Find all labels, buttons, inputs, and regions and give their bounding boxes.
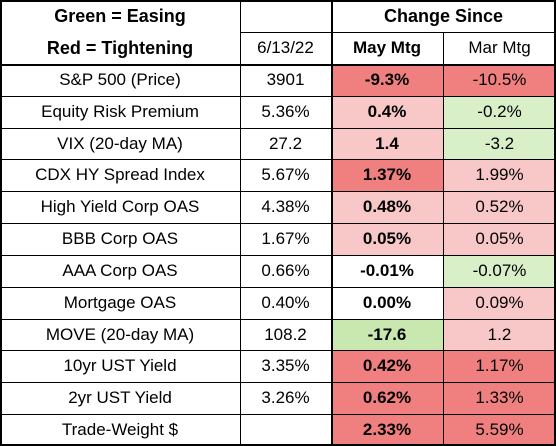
grid-hline (0, 223, 556, 224)
row-value: 0.66% (261, 260, 310, 280)
row-value (240, 414, 331, 446)
may-mtg-header: May Mtg (353, 38, 421, 57)
row-label: Mortgage OAS (63, 292, 177, 312)
row-value: 1.67% (261, 229, 310, 249)
row-label: BBB Corp OAS (61, 229, 179, 249)
row-label: CDX HY Spread Index (35, 165, 205, 185)
row-label: High Yield Corp OAS (40, 197, 200, 217)
row-label: Equity Risk Premium (41, 101, 199, 121)
row-mar-change: 0.09% (443, 286, 556, 319)
legend-green: Green = Easing (54, 5, 186, 26)
grid-hline (0, 382, 556, 383)
grid-vline (331, 0, 333, 446)
grid-hline (0, 287, 556, 288)
row-value: 3.35% (261, 356, 310, 376)
row-value: 5.67% (261, 165, 310, 185)
row-label: MOVE (20-day MA) (45, 324, 195, 344)
row-may-change: 0.05% (331, 223, 443, 255)
row-value: 3901 (266, 69, 305, 89)
grid-hline (0, 64, 556, 66)
grid-vline (443, 32, 444, 446)
row-mar-change: 1.2 (443, 318, 556, 351)
grid-vline (0, 0, 2, 446)
row-may-change: 0.42% (331, 350, 443, 383)
row-mar-change: -0.07% (443, 254, 556, 287)
row-may-change: 1.37% (331, 159, 443, 192)
grid-hline (0, 128, 556, 129)
row-mar-change: 1.17% (443, 350, 556, 383)
grid-vline (240, 0, 241, 446)
change-since-header: Change Since (383, 5, 504, 26)
grid-hline (0, 191, 556, 192)
grid-hline (0, 159, 556, 160)
grid-hline (0, 255, 556, 256)
grid-hline (0, 319, 556, 320)
grid-hline (0, 414, 556, 415)
row-mar-change: -10.5% (443, 64, 556, 96)
grid-hline (0, 350, 556, 351)
row-may-change: 0.00% (331, 286, 443, 319)
grid-hline (0, 96, 556, 97)
grid-vline (554, 0, 556, 446)
row-value: 0.40% (261, 292, 310, 312)
row-label: VIX (20-day MA) (57, 133, 183, 153)
row-may-change: -9.3% (331, 64, 443, 96)
row-may-change: 0.4% (331, 95, 443, 128)
row-mar-change: 0.05% (443, 223, 556, 255)
row-value: 5.36% (261, 101, 310, 121)
row-mar-change: 0.52% (443, 191, 556, 224)
row-may-change: 1.4 (331, 127, 443, 160)
row-mar-change: 1.99% (443, 159, 556, 192)
row-may-change: -0.01% (331, 254, 443, 287)
row-value: 3.26% (261, 388, 310, 408)
row-may-change: 2.33% (331, 414, 443, 446)
row-label: 10yr UST Yield (63, 356, 177, 376)
grid-hline (0, 444, 556, 446)
row-may-change: 0.62% (331, 382, 443, 415)
date-header: 6/13/22 (257, 38, 314, 57)
row-value: 27.2 (268, 133, 303, 153)
mar-mtg-header: Mar Mtg (468, 38, 531, 57)
row-label: Trade-Weight $ (61, 420, 179, 440)
grid-hline (240, 32, 556, 33)
row-mar-change: -3.2 (443, 127, 556, 160)
row-value: 4.38% (261, 197, 310, 217)
row-mar-change: 1.33% (443, 382, 556, 415)
row-may-change: 0.48% (331, 191, 443, 224)
legend-red: Red = Tightening (46, 37, 194, 58)
row-label: AAA Corp OAS (62, 260, 178, 280)
row-mar-change: -0.2% (443, 95, 556, 128)
row-label: 2yr UST Yield (68, 388, 172, 408)
grid-hline (0, 0, 556, 2)
row-may-change: -17.6 (331, 318, 443, 351)
row-label: S&P 500 (Price) (59, 69, 181, 89)
row-value: 108.2 (264, 324, 307, 344)
row-mar-change: 5.59% (443, 414, 556, 446)
